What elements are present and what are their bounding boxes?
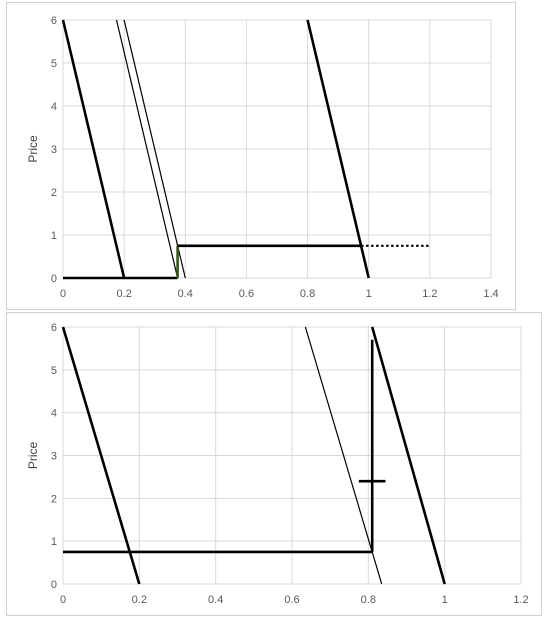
x-tick-label: 0.2 xyxy=(116,288,131,300)
series-line-2 xyxy=(115,19,179,279)
y-tick-label: 6 xyxy=(51,322,57,334)
y-tick-label: 1 xyxy=(51,230,57,242)
y-tick-label: 2 xyxy=(51,187,57,199)
chart-top: 0 1 2 3 4 5 6 0 0.2 0.4 0.6 0.8 1 1.2 1.4 Price xyxy=(26,15,499,300)
y-tick-label: 3 xyxy=(51,451,57,463)
y-axis-label: Price xyxy=(26,442,40,470)
x-tick-label: 0.2 xyxy=(132,594,147,606)
x-tick-label: 1.4 xyxy=(483,288,498,300)
chart-panel-bottom: 0 1 2 3 4 5 6 0 0.2 0.4 0.6 0.8 1 1.2 Price xyxy=(6,312,542,616)
y-tick-label: 6 xyxy=(51,15,57,27)
x-tick-label: 0.4 xyxy=(208,594,223,606)
x-tick-label: 0.8 xyxy=(361,594,376,606)
series-line-3 xyxy=(123,19,186,279)
x-tick-label: 1 xyxy=(442,594,448,606)
x-tick-label: 0 xyxy=(60,288,66,300)
y-axis-label: Price xyxy=(26,135,40,163)
y-tick-label: 4 xyxy=(51,101,57,113)
x-tick-label: 0.4 xyxy=(178,288,193,300)
y-tick-label: 4 xyxy=(51,408,57,420)
y-tick-label: 1 xyxy=(51,536,57,548)
y-tick-label: 3 xyxy=(51,144,57,156)
x-tick-label: 0.8 xyxy=(300,288,315,300)
x-tick-label: 0 xyxy=(60,594,66,606)
x-tick-label: 1.2 xyxy=(513,594,528,606)
series-line-3 xyxy=(370,326,446,585)
y-tick-label: 5 xyxy=(51,58,57,70)
series-line-2 xyxy=(304,326,383,585)
y-tick-label: 0 xyxy=(51,273,57,285)
x-tick-label: 0.6 xyxy=(239,288,254,300)
chart-panel-top: 0 1 2 3 4 5 6 0 0.2 0.4 0.6 0.8 1 1.2 1.4 Price xyxy=(6,2,516,310)
series-line-1 xyxy=(61,19,126,279)
x-tick-label: 0.6 xyxy=(284,594,299,606)
y-tick-label: 0 xyxy=(51,579,57,591)
series-line-4 xyxy=(306,19,370,279)
series-line-1 xyxy=(61,326,141,585)
chart-bottom: 0 1 2 3 4 5 6 0 0.2 0.4 0.6 0.8 1 1.2 Price xyxy=(26,322,529,606)
x-tick-label: 1.2 xyxy=(422,288,437,300)
y-tick-label: 5 xyxy=(51,365,57,377)
y-tick-label: 2 xyxy=(51,493,57,505)
x-tick-label: 1 xyxy=(366,288,372,300)
